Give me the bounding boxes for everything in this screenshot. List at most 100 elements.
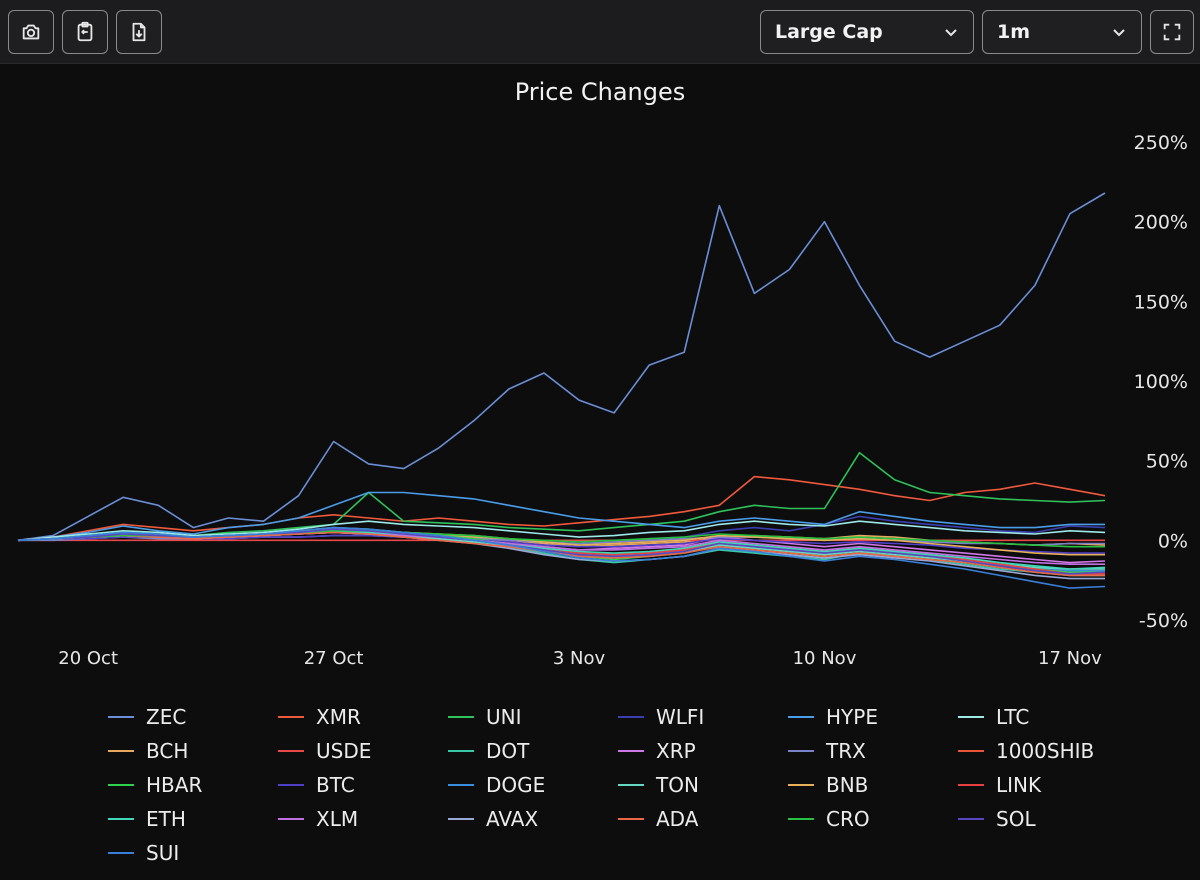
legend-swatch (448, 750, 474, 752)
legend-item-wlfi[interactable]: WLFI (618, 702, 704, 732)
download-button[interactable] (116, 10, 162, 54)
legend-label: AVAX (486, 807, 539, 831)
x-tick-label: 17 Nov (1038, 648, 1102, 669)
legend-label: DOGE (486, 773, 546, 797)
legend-item-link[interactable]: LINK (958, 770, 1041, 800)
price-change-chart: 250% 200% 150% 100% 50% 0% -50% 20 Oct 27 Oct 3 … (17, 132, 1188, 669)
legend-item-xmr[interactable]: XMR (278, 702, 361, 732)
series-line-sui (17, 526, 1106, 589)
legend-item-avax[interactable]: AVAX (448, 804, 538, 834)
y-axis: 250% 200% 150% 100% 50% 0% -50% (1134, 132, 1188, 632)
legend-swatch (958, 818, 984, 820)
legend-label: 1000SHIB (996, 739, 1095, 763)
legend-swatch (108, 750, 134, 752)
legend-item-dot[interactable]: DOT (448, 736, 529, 766)
legend-item-doge[interactable]: DOGE (448, 770, 545, 800)
chart-title: Price Changes (514, 78, 686, 106)
fullscreen-icon (1163, 23, 1181, 41)
legend-item-bnb[interactable]: BNB (788, 770, 868, 800)
series-lines (17, 192, 1106, 589)
legend-label: CRO (826, 807, 870, 831)
clipboard-icon (77, 21, 93, 42)
legend-swatch (108, 852, 134, 854)
y-tick-label: -50% (1139, 610, 1188, 632)
legend-label: UNI (486, 705, 522, 729)
camera-icon (22, 24, 40, 40)
legend-swatch (108, 716, 134, 718)
x-axis: 20 Oct 27 Oct 3 Nov 10 Nov 17 Nov (58, 648, 1102, 669)
legend-swatch (788, 716, 814, 718)
legend-item-ada[interactable]: ADA (618, 804, 698, 834)
legend-label: DOT (486, 739, 530, 763)
legend-swatch (618, 784, 644, 786)
copy-button[interactable] (62, 10, 108, 54)
y-tick-label: 250% (1134, 132, 1188, 154)
legend-swatch (788, 784, 814, 786)
legend-item-btc[interactable]: BTC (278, 770, 355, 800)
legend-label: XRP (656, 739, 696, 763)
legend-item-1000shib[interactable]: 1000SHIB (958, 736, 1094, 766)
series-line-xmr (17, 475, 1106, 542)
legend-swatch (278, 818, 304, 820)
legend-item-xlm[interactable]: XLM (278, 804, 358, 834)
y-tick-label: 50% (1146, 451, 1188, 473)
toolbar: Large Cap 1m (0, 0, 1200, 64)
legend-swatch (618, 750, 644, 752)
legend-item-eth[interactable]: ETH (108, 804, 186, 834)
legend-item-ton[interactable]: TON (618, 770, 699, 800)
x-tick-label: 27 Oct (304, 648, 364, 669)
screenshot-button[interactable] (8, 10, 54, 54)
legend-label: SOL (996, 807, 1036, 831)
cap-select[interactable]: Large Cap (760, 10, 974, 54)
legend-item-usde[interactable]: USDE (278, 736, 371, 766)
legend-item-bch[interactable]: BCH (108, 736, 188, 766)
x-tick-label: 10 Nov (793, 648, 857, 669)
legend-swatch (278, 784, 304, 786)
legend-item-sui[interactable]: SUI (108, 838, 179, 868)
legend-label: ETH (146, 807, 186, 831)
legend-swatch (958, 784, 984, 786)
legend-label: XLM (316, 807, 359, 831)
legend-label: LTC (996, 705, 1030, 729)
series-line-hype (17, 491, 1105, 542)
legend-swatch (958, 750, 984, 752)
legend-label: XMR (316, 705, 361, 729)
legend-item-hype[interactable]: HYPE (788, 702, 878, 732)
legend-label: LINK (996, 773, 1042, 797)
legend-item-sol[interactable]: SOL (958, 804, 1036, 834)
legend-swatch (618, 716, 644, 718)
legend-label: ZEC (146, 705, 187, 729)
legend-label: SUI (146, 841, 180, 865)
y-tick-label: 0% (1158, 530, 1188, 552)
legend-item-trx[interactable]: TRX (788, 736, 866, 766)
legend-item-hbar[interactable]: HBAR (108, 770, 202, 800)
legend-swatch (108, 784, 134, 786)
legend-label: HBAR (146, 773, 203, 797)
legend-item-uni[interactable]: UNI (448, 702, 522, 732)
legend-swatch (448, 716, 474, 718)
legend-swatch (788, 818, 814, 820)
y-tick-label: 200% (1134, 212, 1188, 234)
series-line-uni (17, 451, 1106, 542)
legend-item-ltc[interactable]: LTC (958, 702, 1029, 732)
period-select-value: 1m (997, 21, 1031, 43)
legend-swatch (788, 750, 814, 752)
legend-item-cro[interactable]: CRO (788, 804, 870, 834)
legend-label: USDE (316, 739, 372, 763)
legend-swatch (278, 716, 304, 718)
period-select[interactable]: 1m (982, 10, 1142, 54)
legend-label: TRX (826, 739, 866, 763)
series-line-zec (17, 192, 1106, 542)
x-tick-label: 20 Oct (58, 648, 118, 669)
fullscreen-button[interactable] (1150, 10, 1194, 54)
download-icon (132, 22, 146, 42)
legend-item-zec[interactable]: ZEC (108, 702, 186, 732)
legend-swatch (958, 716, 984, 718)
legend-label: BCH (146, 739, 189, 763)
series-line-ltc (17, 520, 1106, 542)
legend-label: WLFI (656, 705, 705, 729)
legend-label: BTC (316, 773, 355, 797)
legend-swatch (108, 818, 134, 820)
legend-item-xrp[interactable]: XRP (618, 736, 696, 766)
legend-label: TON (656, 773, 699, 797)
